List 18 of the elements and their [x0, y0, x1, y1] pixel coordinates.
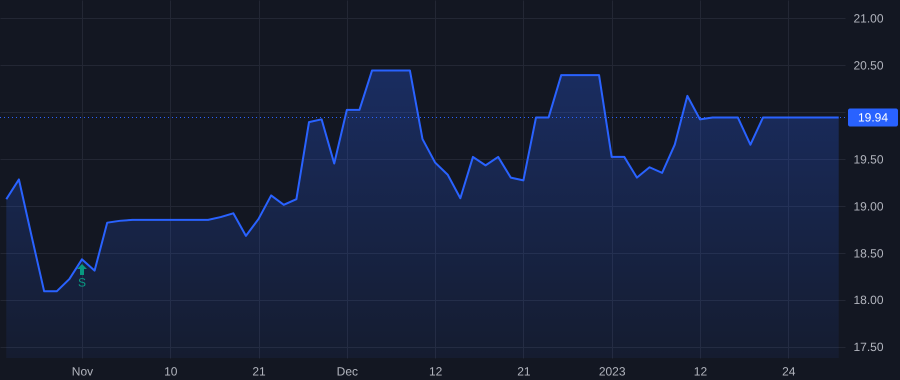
annotation: S	[78, 275, 86, 290]
x-tick-label: 12	[428, 364, 443, 378]
x-tick-label: 21	[252, 364, 266, 378]
ref-line-label: 19.94	[858, 110, 888, 124]
y-tick-label: 21.00	[854, 11, 884, 26]
y-tick-label: 19.50	[854, 152, 884, 166]
x-tick-label: Nov	[72, 364, 94, 378]
y-tick-label: 18.50	[854, 246, 884, 260]
x-tick-label: 24	[782, 364, 796, 378]
x-tick-label: 12	[694, 364, 708, 378]
y-tick-label: 17.50	[854, 340, 884, 354]
x-tick-label: 2023	[598, 364, 626, 378]
x-tick-label: 10	[164, 364, 178, 378]
y-tick-label: 19.00	[854, 199, 884, 214]
x-tick-label: 21	[517, 364, 531, 378]
y-tick-label: 20.50	[854, 58, 884, 72]
y-tick-label: 18.00	[854, 293, 884, 308]
x-tick-label: Dec	[336, 364, 358, 378]
